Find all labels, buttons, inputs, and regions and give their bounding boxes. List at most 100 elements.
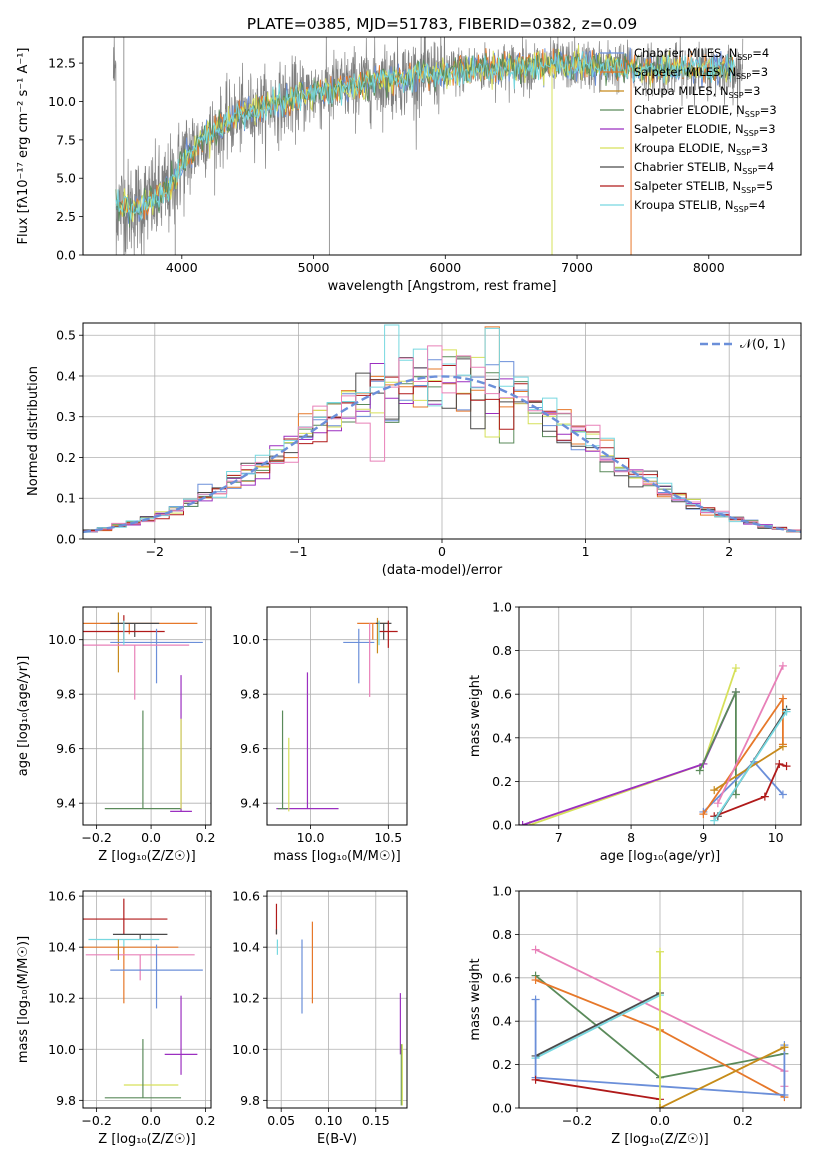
y-tick-label: 0.3 [56, 409, 76, 424]
plot-area [519, 661, 791, 825]
x-tick-label: −0.2 [81, 1113, 111, 1128]
y-tick-label: 1.0 [492, 884, 512, 899]
axes-weight-vs-Z: −0.2 0.0 0.2 0.0 0.2 0.4 0.6 0.8 1.0 Z [log₁₀(Z/Z… [468, 884, 802, 1147]
y-tick-label: 10.0 [232, 632, 260, 647]
axes-frame [82, 322, 802, 540]
weight-series-line [716, 665, 784, 804]
axes-weight-vs-age: 7 8 9 10 0.0 0.2 0.4 0.6 0.8 1.0 age [log₁₀(age/yr… [468, 600, 802, 864]
x-tick-label: 6000 [429, 260, 461, 275]
y-tick-label: 0.4 [56, 368, 76, 383]
weight-series-line [713, 711, 788, 822]
x-tick-label: 0.0 [141, 830, 161, 845]
weight-point-marker [695, 766, 704, 775]
plot-area [83, 612, 203, 812]
x-tick-label: 0.15 [362, 1113, 390, 1128]
x-tick-label: −1 [289, 544, 307, 559]
weight-point-marker [656, 947, 664, 956]
plot-area [112, 37, 744, 255]
y-tick-label: 0.2 [492, 774, 512, 789]
x-tick-label: 0.0 [141, 1113, 161, 1128]
axes-frame [266, 890, 408, 1109]
x-tick-label: 2 [725, 544, 733, 559]
x-tick-label: −0.2 [81, 830, 111, 845]
x-axis-label: wavelength [Angstrom, rest frame] [328, 279, 557, 294]
y-tick-label: 10.0 [48, 94, 76, 109]
y-axis-label: mass weight [468, 958, 483, 1040]
y-tick-label: 10.2 [48, 991, 76, 1006]
axes-frame [518, 890, 802, 1109]
y-tick-label: 10.6 [232, 889, 260, 904]
weight-point-marker [760, 792, 769, 801]
x-axis-label: mass [log₁₀(M/M☉)] [273, 849, 400, 864]
x-tick-label: 7000 [561, 260, 593, 275]
weight-point-marker [778, 661, 787, 670]
y-tick-label: 10.0 [232, 1042, 260, 1057]
weight-point-marker [782, 762, 791, 771]
y-tick-label: 9.8 [56, 687, 76, 702]
x-tick-label: 0.05 [267, 1113, 295, 1128]
weight-point-marker [531, 1075, 540, 1084]
y-tick-label: 0.0 [492, 1101, 512, 1116]
weight-point-marker [731, 688, 740, 697]
plot-area [83, 898, 203, 1099]
y-axis-label: age [log₁₀(age/yr)] [16, 656, 31, 777]
weight-series-line [702, 695, 784, 815]
x-tick-label: 1 [582, 544, 590, 559]
y-tick-label: 10.4 [48, 940, 76, 955]
y-tick-label: 9.6 [56, 741, 76, 756]
x-tick-label: 8 [627, 830, 635, 845]
x-tick-label: −2 [146, 544, 164, 559]
y-tick-label: 0.5 [56, 328, 76, 343]
x-tick-label: 9 [699, 830, 707, 845]
weight-series-line [659, 1046, 785, 1108]
x-tick-label: 0.10 [315, 1113, 343, 1128]
weight-point-marker [778, 790, 787, 799]
weight-point-marker [519, 821, 527, 825]
weight-point-marker [531, 945, 540, 954]
x-tick-label: 10 [768, 830, 784, 845]
weight-point-marker [699, 810, 708, 819]
y-tick-label: 0.0 [56, 248, 76, 263]
y-tick-label: 0.0 [56, 532, 76, 547]
y-tick-label: 0.8 [492, 643, 512, 658]
weight-point-marker [780, 1043, 789, 1052]
x-axis-label: (data-model)/error [382, 563, 503, 578]
y-tick-label: 0.1 [56, 491, 76, 506]
y-tick-label: 0.2 [492, 1057, 512, 1072]
weight-series-line [535, 992, 661, 1057]
y-tick-label: 0.6 [492, 970, 512, 985]
y-tick-label: 5.0 [56, 171, 76, 186]
y-tick-label: 10.0 [48, 1042, 76, 1057]
axes-residuals: −2 −1 0 1 2 0.0 0.1 0.2 0.3 0.4 0.5 (data-model)/er… [26, 322, 802, 578]
y-tick-label: 10.2 [232, 991, 260, 1006]
weight-point-marker [713, 799, 722, 808]
y-tick-label: 0.8 [492, 927, 512, 942]
axes-mass-vs-ebv: 0.05 0.10 0.15 9.8 10.0 10.2 10.4 10.6 E(B-V) [232, 889, 408, 1147]
y-tick-label: 0.4 [492, 1014, 512, 1029]
y-tick-label: 7.5 [56, 132, 76, 147]
legend-entry: Chabrier MILES, NSSP=4 [634, 46, 769, 62]
legend: Chabrier MILES, NSSP=4 Salpeter MILES, NS… [600, 46, 777, 214]
weight-point-marker [656, 1104, 664, 1108]
y-tick-label: 9.8 [56, 1093, 76, 1108]
legend-entry: Salpeter ELODIE, NSSP=3 [634, 122, 776, 138]
figure-title: PLATE=0385, MJD=51783, FIBERID=0382, z=0… [247, 15, 637, 33]
axes-frame [82, 36, 802, 256]
weight-point-marker [531, 975, 540, 984]
y-tick-label: 0.0 [492, 818, 512, 833]
y-axis-label: mass [log₁₀(M/M☉)] [16, 936, 31, 1063]
y-axis-label: mass weight [468, 675, 483, 757]
x-tick-label: 10.0 [297, 830, 325, 845]
x-tick-label: 0.2 [733, 1113, 753, 1128]
y-tick-label: 12.5 [48, 56, 76, 71]
legend-entry: Chabrier ELODIE, NSSP=3 [634, 103, 777, 119]
weight-series-line [713, 762, 787, 818]
x-tick-label: 0.2 [196, 1113, 216, 1128]
weight-point-marker [710, 786, 719, 795]
y-tick-label: 10.6 [48, 889, 76, 904]
weight-point-marker [710, 816, 719, 825]
weight-point-marker [731, 790, 740, 799]
legend-entry: Chabrier STELIB, NSSP=4 [634, 160, 774, 176]
weight-point-marker [778, 694, 787, 703]
